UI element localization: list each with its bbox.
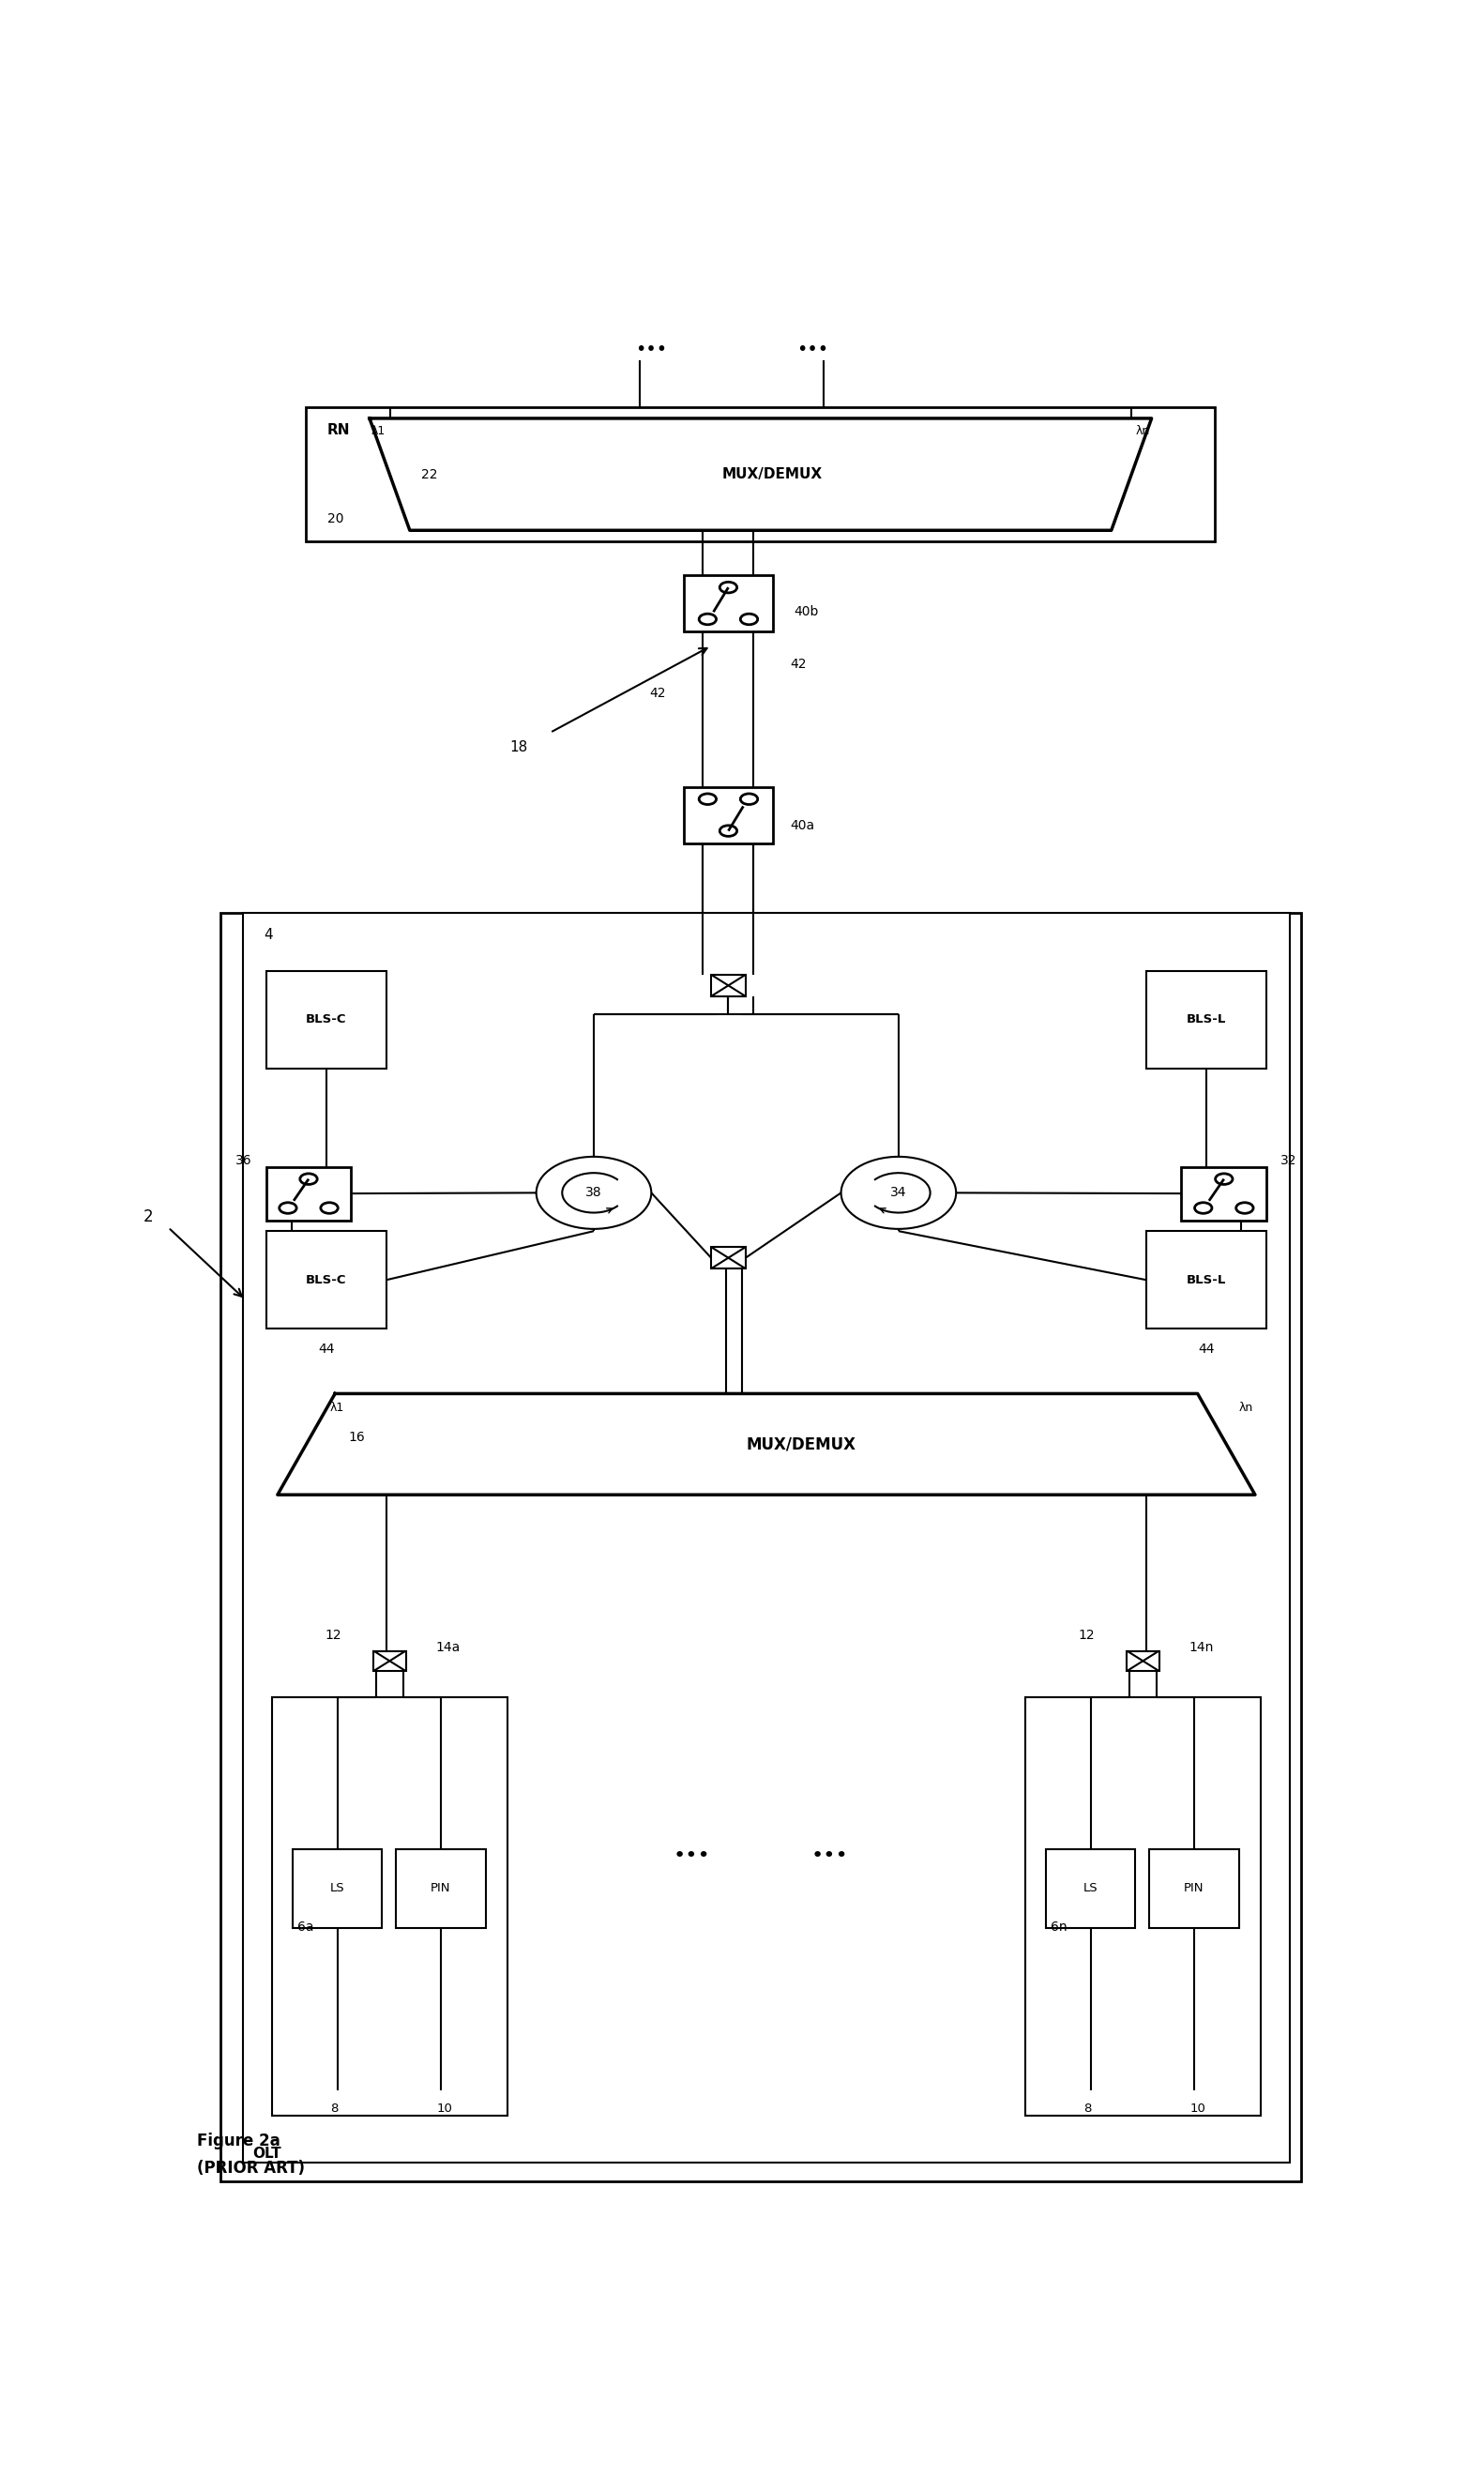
Text: 6n: 6n (1051, 1921, 1067, 1933)
Text: (PRIOR ART): (PRIOR ART) (197, 2161, 304, 2176)
Text: 10: 10 (1190, 2104, 1205, 2116)
Circle shape (699, 794, 717, 804)
Text: 12: 12 (1077, 1629, 1095, 1643)
Text: λn: λn (1239, 1401, 1252, 1413)
Bar (684, 574, 773, 631)
Circle shape (841, 1156, 956, 1230)
Bar (306, 408, 1215, 542)
Text: 40b: 40b (794, 606, 819, 619)
Bar (220, 913, 1301, 2180)
Bar (1146, 970, 1267, 1069)
Bar (711, 1247, 745, 1270)
Circle shape (1215, 1173, 1233, 1186)
Circle shape (699, 614, 717, 624)
Circle shape (1195, 1203, 1212, 1213)
Text: •••: ••• (672, 1846, 711, 1866)
Polygon shape (370, 418, 1152, 530)
Bar (292, 1849, 383, 1928)
Bar (684, 787, 773, 844)
Text: 18: 18 (510, 740, 528, 755)
Text: 34: 34 (890, 1186, 907, 1200)
Text: PIN: PIN (1184, 1883, 1204, 1893)
Bar (266, 970, 387, 1069)
Text: •••: ••• (810, 1846, 849, 1866)
Text: 12: 12 (325, 1629, 341, 1643)
Text: λ1: λ1 (371, 426, 386, 438)
Bar (266, 1166, 352, 1220)
Bar (396, 1849, 485, 1928)
Text: 32: 32 (1281, 1153, 1297, 1166)
Text: LS: LS (329, 1883, 344, 1893)
Circle shape (1236, 1203, 1254, 1213)
Bar (711, 975, 745, 997)
Text: •••: ••• (797, 342, 828, 359)
Text: RN: RN (326, 423, 350, 438)
Text: 44: 44 (318, 1341, 334, 1356)
Text: 42: 42 (791, 658, 807, 671)
Text: 14a: 14a (436, 1641, 460, 1653)
Bar (1181, 1166, 1267, 1220)
Text: 42: 42 (650, 686, 666, 700)
Bar (1149, 1849, 1239, 1928)
Text: 36: 36 (236, 1153, 252, 1166)
Text: 8: 8 (329, 2104, 338, 2116)
Circle shape (741, 794, 758, 804)
Bar (272, 1698, 508, 2116)
Text: 40a: 40a (791, 819, 815, 832)
Bar (266, 1230, 387, 1329)
Text: BLS-C: BLS-C (306, 1275, 347, 1287)
Text: BLS-L: BLS-L (1186, 1275, 1226, 1287)
Text: 8: 8 (1083, 2104, 1091, 2116)
Text: MUX/DEMUX: MUX/DEMUX (721, 468, 822, 483)
Text: OLT: OLT (252, 2146, 280, 2161)
Text: PIN: PIN (430, 1883, 451, 1893)
Bar (1146, 1230, 1267, 1329)
Text: 44: 44 (1198, 1341, 1214, 1356)
Text: 10: 10 (436, 2104, 453, 2116)
Text: MUX/DEMUX: MUX/DEMUX (746, 1436, 856, 1453)
Text: LS: LS (1083, 1883, 1098, 1893)
Text: 22: 22 (421, 468, 438, 480)
Circle shape (741, 614, 758, 624)
Circle shape (279, 1203, 297, 1213)
Bar (374, 1651, 405, 1671)
Text: λ1: λ1 (329, 1401, 344, 1413)
Text: 14n: 14n (1189, 1641, 1214, 1653)
Text: Figure 2a: Figure 2a (197, 2133, 280, 2151)
Polygon shape (278, 1393, 1255, 1495)
Circle shape (321, 1203, 338, 1213)
Circle shape (300, 1173, 318, 1186)
Bar (1126, 1651, 1159, 1671)
Text: •••: ••• (635, 342, 668, 359)
Circle shape (536, 1156, 651, 1230)
Text: 4: 4 (264, 928, 273, 943)
Text: 16: 16 (349, 1431, 365, 1443)
Circle shape (720, 582, 738, 594)
Text: 38: 38 (586, 1186, 603, 1200)
Bar (243, 913, 1290, 2163)
Text: 20: 20 (326, 512, 343, 525)
Text: 2: 2 (144, 1208, 154, 1225)
Text: BLS-L: BLS-L (1186, 1015, 1226, 1025)
Circle shape (720, 827, 738, 837)
Bar (1046, 1849, 1135, 1928)
Bar (1025, 1698, 1261, 2116)
Text: 6a: 6a (297, 1921, 313, 1933)
Text: BLS-C: BLS-C (306, 1015, 347, 1025)
Text: λn: λn (1135, 426, 1150, 438)
